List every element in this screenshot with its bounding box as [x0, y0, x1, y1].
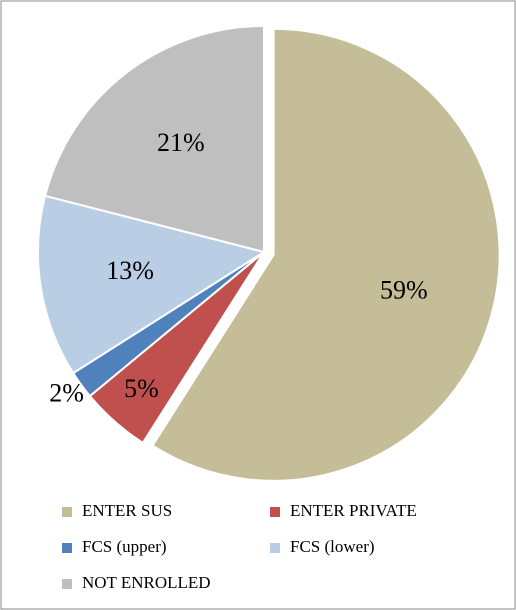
data-label: 5% [124, 374, 159, 403]
legend-swatch [270, 507, 280, 517]
legend-swatch [62, 579, 72, 589]
data-label: 21% [157, 128, 205, 157]
legend-swatch [270, 543, 280, 553]
data-label: 59% [380, 276, 428, 305]
legend-label: ENTER PRIVATE [290, 501, 417, 520]
data-label: 2% [49, 378, 84, 407]
pie-slice [43, 24, 265, 254]
legend-label: NOT ENROLLED [82, 573, 211, 592]
legend-label: FCS (upper) [82, 537, 167, 556]
pie-slice [151, 27, 501, 482]
legend-swatch [62, 543, 72, 553]
legend-label: FCS (lower) [290, 537, 375, 556]
legend-label: ENTER SUS [82, 501, 172, 520]
data-label: 13% [106, 256, 154, 285]
pie-slice [37, 194, 267, 375]
legend-swatch [62, 507, 72, 517]
